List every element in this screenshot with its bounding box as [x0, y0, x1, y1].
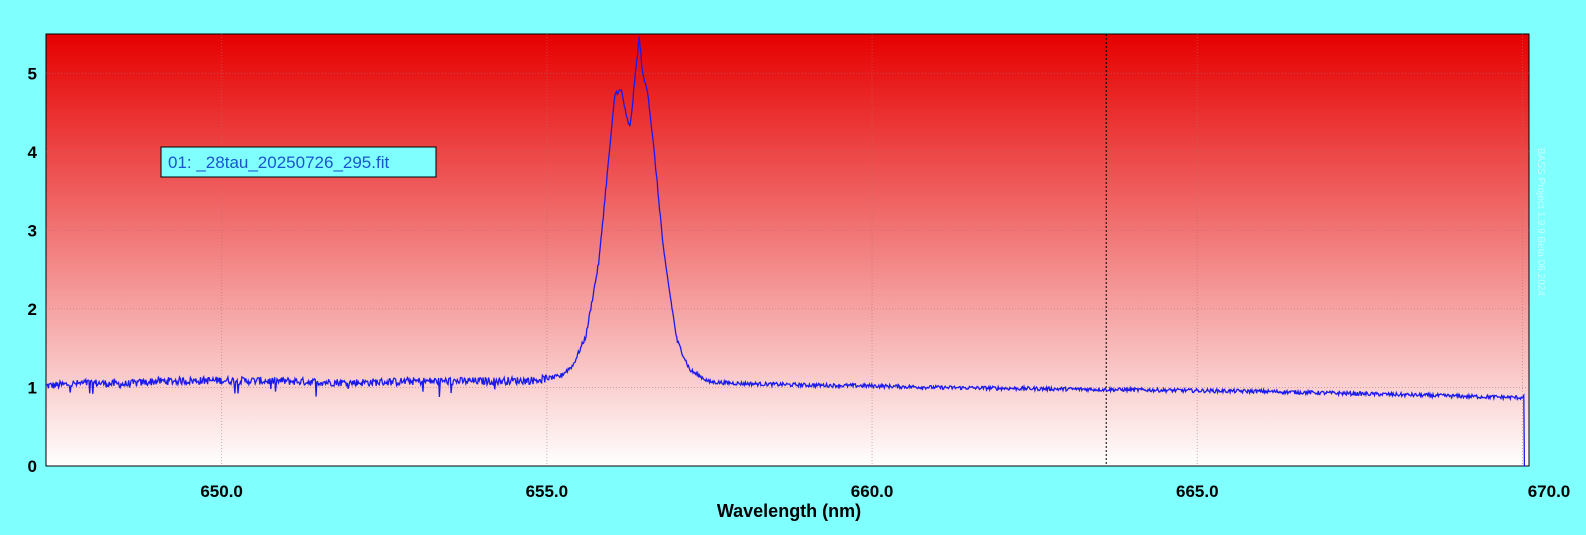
y-tick-label: 1 [28, 378, 37, 397]
legend-entry: 01: _28tau_20250726_295.fit [168, 153, 389, 172]
x-axis: 650.0 655.0 660.0 665.0 670.0 [200, 482, 1570, 501]
legend[interactable]: 01: _28tau_20250726_295.fit [160, 146, 437, 178]
watermark-text: BASS Project 1.9.9 Beta 06.2024 [1535, 148, 1546, 296]
legend-box [160, 146, 437, 178]
grid-lines [46, 34, 1529, 466]
y-tick-label: 0 [28, 457, 37, 476]
x-tick-label: 670.0 [1528, 482, 1571, 501]
y-axis: 0 1 2 3 4 5 [28, 64, 38, 476]
y-tick-label: 3 [28, 221, 37, 240]
y-tick-label: 4 [28, 143, 38, 162]
x-tick-label: 655.0 [526, 482, 569, 501]
x-tick-label: 665.0 [1176, 482, 1219, 501]
x-tick-label: 650.0 [200, 482, 243, 501]
y-tick-label: 2 [28, 300, 37, 319]
series-line [45, 36, 1526, 467]
plot-area [45, 33, 1530, 467]
x-axis-label: Wavelength (nm) [717, 501, 861, 521]
y-tick-label: 5 [28, 64, 37, 83]
x-tick-label: 660.0 [851, 482, 894, 501]
